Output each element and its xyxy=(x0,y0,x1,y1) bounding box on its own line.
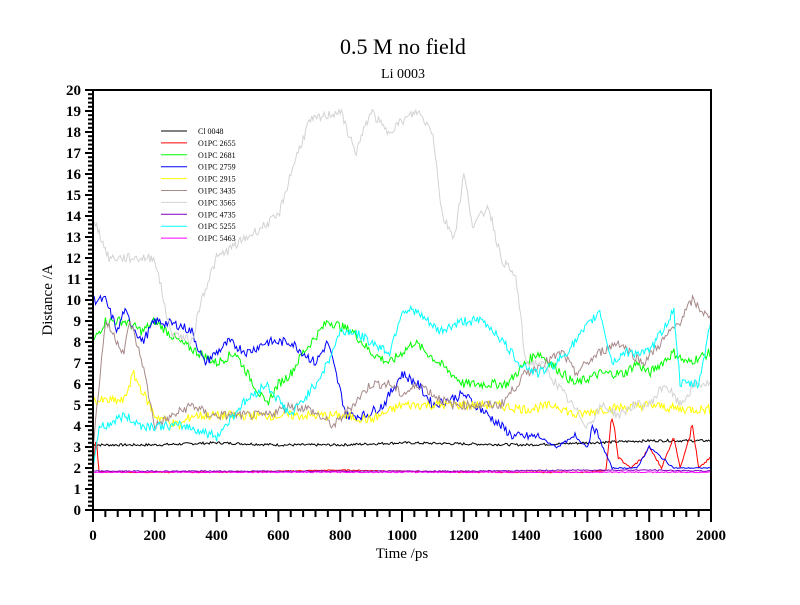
series-line-o1pc-2915 xyxy=(92,369,712,431)
series-line-o1pc-4735 xyxy=(92,469,712,473)
y-tick-label: 11 xyxy=(67,272,81,288)
x-tick-label: 2000 xyxy=(696,528,726,544)
series-line-o1pc-5255 xyxy=(92,304,712,468)
x-axis-label: Time /ps xyxy=(376,546,429,562)
chart-subtitle: Li 0003 xyxy=(381,67,425,82)
x-tick-label: 0 xyxy=(89,528,97,544)
legend: Cl 0048 O1PC 2655 O1PC 2681 O1PC 2759 O1PC 2… xyxy=(161,127,236,243)
legend-label: O1PC 2655 xyxy=(198,139,236,148)
series-line-o1pc-3565 xyxy=(92,108,712,430)
series-line-o1pc-2759 xyxy=(92,294,712,470)
legend-label: O1PC 3565 xyxy=(198,198,236,207)
series-line-cl-0048 xyxy=(92,438,712,447)
series-layer xyxy=(92,108,712,474)
y-tick-label: 19 xyxy=(66,104,81,120)
x-tick-label: 1400 xyxy=(511,528,541,544)
chart-title: 0.5 M no field xyxy=(340,34,466,59)
y-tick-label: 9 xyxy=(74,314,82,330)
series-line-o1pc-5463 xyxy=(93,471,712,474)
y-tick-label: 3 xyxy=(74,440,82,456)
legend-label: O1PC 2915 xyxy=(198,175,236,184)
plot-frame xyxy=(92,89,712,511)
y-tick-label: 2 xyxy=(74,461,82,477)
x-tick-label: 800 xyxy=(329,528,352,544)
y-tick-label: 0 xyxy=(74,503,82,519)
x-tick-label: 1600 xyxy=(572,528,602,544)
y-tick-label: 6 xyxy=(74,377,82,393)
y-tick-label: 4 xyxy=(74,419,82,435)
y-tick-label: 7 xyxy=(74,356,82,372)
y-tick-label: 16 xyxy=(66,167,82,183)
y-tick-label: 8 xyxy=(74,335,82,351)
legend-label: O1PC 4735 xyxy=(198,210,236,219)
x-tick-label: 400 xyxy=(205,528,228,544)
y-tick-label: 15 xyxy=(66,188,81,204)
legend-label: O1PC 5255 xyxy=(198,222,236,231)
legend-label: O1PC 2681 xyxy=(198,151,236,160)
y-axis-label: Distance /A xyxy=(40,264,56,335)
y-tick-label: 5 xyxy=(74,398,82,414)
y-tick-label: 1 xyxy=(74,482,82,498)
legend-label: O1PC 3435 xyxy=(198,187,236,196)
x-tick-label: 1800 xyxy=(634,528,664,544)
legend-label: Cl 0048 xyxy=(198,127,224,136)
x-tick-label: 600 xyxy=(267,528,290,544)
x-tick-label: 1200 xyxy=(449,528,479,544)
y-tick-label: 14 xyxy=(66,209,82,225)
y-tick-label: 17 xyxy=(66,146,82,162)
y-tick-label: 13 xyxy=(66,230,81,246)
x-tick-label: 200 xyxy=(144,528,167,544)
legend-label: O1PC 2759 xyxy=(198,163,236,172)
y-tick-label: 10 xyxy=(66,293,81,309)
x-tick-label: 1000 xyxy=(387,528,417,544)
y-tick-label: 20 xyxy=(66,83,81,99)
legend-label: O1PC 5463 xyxy=(198,234,236,243)
y-tick-label: 18 xyxy=(66,125,81,141)
series-line-o1pc-2681 xyxy=(92,316,712,406)
y-tick-label: 12 xyxy=(66,251,81,267)
